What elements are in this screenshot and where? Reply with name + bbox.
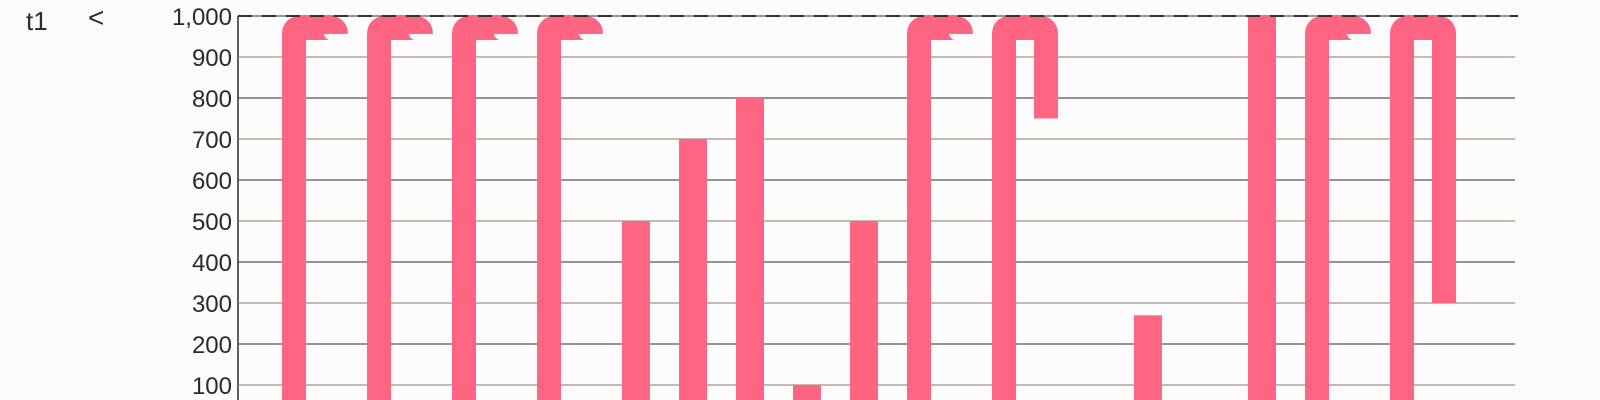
bars (294, 16, 1444, 400)
y-tick-label: 800 (192, 86, 232, 113)
bar (679, 139, 707, 400)
y-tick-labels: 100 200 300 400 500 600 700 800 900 1,000 (172, 4, 232, 400)
y-tick-label: 200 (192, 332, 232, 359)
bar (1248, 16, 1276, 400)
y-tick-label: 300 (192, 291, 232, 318)
bar (850, 221, 878, 400)
bar (793, 385, 821, 400)
y-tick-label: 100 (192, 373, 232, 400)
y-tick-label: 400 (192, 250, 232, 277)
y-tick-label: 500 (192, 209, 232, 236)
y-tick-label: 600 (192, 168, 232, 195)
y-tick-label: 1,000 (172, 4, 232, 31)
y-tick-label: 700 (192, 127, 232, 154)
bar (1134, 315, 1162, 400)
bar (736, 98, 764, 400)
y-tick-label: 900 (192, 45, 232, 72)
bar (622, 221, 650, 400)
